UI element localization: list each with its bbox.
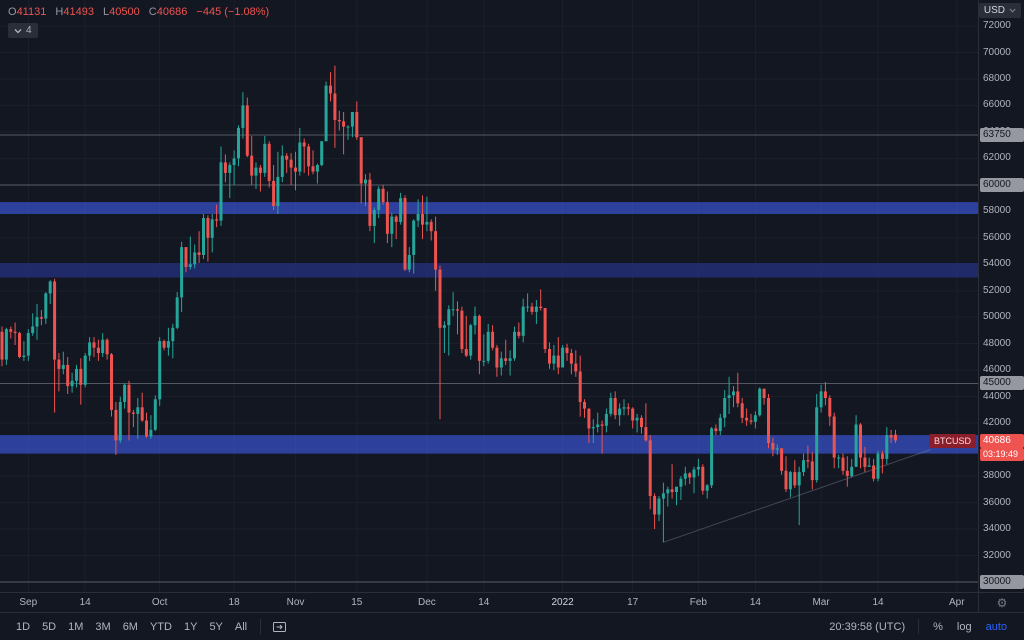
log-scale-button[interactable]: log xyxy=(956,620,972,633)
currency-label: USD xyxy=(983,5,1005,16)
time-axis-label: Nov xyxy=(286,597,305,608)
price-tick-label: 56000 xyxy=(983,231,1011,243)
time-axis-label: 14 xyxy=(478,597,490,608)
auto-scale-button[interactable]: auto xyxy=(985,620,1007,633)
price-tick-label: 42000 xyxy=(983,417,1011,429)
range-button-1y[interactable]: 1Y xyxy=(183,620,198,633)
open-value: 41131 xyxy=(16,6,47,18)
bottom-toolbar: 1D 5D 1M 3M 6M YTD 1Y 5Y All 20:39:58 (U… xyxy=(0,612,1024,640)
low-value: 40500 xyxy=(109,6,140,18)
time-axis-label: Dec xyxy=(417,597,436,608)
price-tick-label: 50000 xyxy=(983,311,1011,323)
high-label: H xyxy=(55,6,64,18)
go-to-date-icon xyxy=(273,621,287,632)
percent-scale-button[interactable]: % xyxy=(933,620,943,633)
chevron-down-icon xyxy=(1009,8,1016,13)
low-label: L xyxy=(103,6,110,18)
indicator-count: 4 xyxy=(26,25,32,36)
price-tick-label: 70000 xyxy=(983,46,1011,58)
time-axis-label: Feb xyxy=(689,597,707,608)
price-tick-label: 34000 xyxy=(983,523,1011,534)
range-button-5y[interactable]: 5Y xyxy=(209,620,223,633)
toolbar-divider xyxy=(918,619,920,634)
range-button-1d[interactable]: 1D xyxy=(16,620,31,633)
price-tick-label: 36000 xyxy=(983,496,1011,508)
legend-collapse-badge[interactable]: 4 xyxy=(8,23,38,38)
go-to-date-button[interactable] xyxy=(268,618,291,636)
price-tick-label: 66000 xyxy=(983,99,1011,111)
price-tick-label: 54000 xyxy=(983,258,1011,270)
time-axis-label: 2022 xyxy=(551,597,574,608)
price-line-label: 60000 xyxy=(980,177,1024,192)
currency-button[interactable]: USD xyxy=(978,3,1021,18)
time-axis-label: 18 xyxy=(228,597,240,608)
price-tick-label: 38000 xyxy=(983,470,1011,482)
candlestick-chart[interactable] xyxy=(0,0,978,592)
close-label: C xyxy=(148,6,157,18)
chevron-down-icon xyxy=(14,28,22,33)
change-value: −445 (−1.08%) xyxy=(196,6,270,18)
range-button-6m[interactable]: 6M xyxy=(122,620,138,633)
high-value: 41493 xyxy=(63,6,94,18)
close-value: 40686 xyxy=(156,6,188,18)
price-axis[interactable]: 7200070000680006600064000620006000058000… xyxy=(978,0,1024,592)
gear-icon[interactable]: ⚙ xyxy=(996,596,1008,610)
price-tick-label: 48000 xyxy=(983,337,1011,349)
symbol-price-label: BTCUSD xyxy=(928,433,976,448)
open-label: O xyxy=(8,6,17,18)
time-axis-label: Mar xyxy=(812,597,830,608)
toolbar-divider xyxy=(260,619,262,634)
price-tick-label: 52000 xyxy=(983,284,1011,296)
time-axis-label: Apr xyxy=(949,597,965,608)
time-axis-label: Sep xyxy=(19,597,38,608)
price-tick-label: 58000 xyxy=(983,205,1011,217)
price-line-label: 45000 xyxy=(980,376,1024,391)
price-line-label: 63750 xyxy=(980,128,1024,143)
range-button-ytd[interactable]: YTD xyxy=(149,620,172,633)
clock-utc[interactable]: 20:39:58 (UTC) xyxy=(829,620,906,633)
time-axis-label: 14 xyxy=(872,597,884,608)
range-button-3m[interactable]: 3M xyxy=(95,620,111,633)
price-tick-label: 62000 xyxy=(983,152,1011,164)
ohlc-legend: O41131 H41493 L40500 C40686 −445 (−1.08%… xyxy=(8,6,269,18)
time-axis-label: Oct xyxy=(151,597,168,608)
price-tick-label: 44000 xyxy=(983,390,1011,402)
price-tick-label: 72000 xyxy=(983,20,1011,31)
bar-countdown-label: 03:19:49 xyxy=(980,447,1024,461)
last-price-label: 40686 xyxy=(980,433,1024,448)
price-tick-label: 68000 xyxy=(983,73,1011,84)
axis-corner: ⚙ xyxy=(978,592,1024,613)
price-line-label: 30000 xyxy=(980,575,1024,589)
time-axis[interactable]: Sep 14 Oct 18 Nov 15 Dec 14 2022 17 Feb 14 Mar 14 Apr xyxy=(0,592,978,613)
time-axis-label: 14 xyxy=(749,597,761,608)
time-axis-label: 17 xyxy=(627,597,639,608)
range-button-all[interactable]: All xyxy=(234,620,248,633)
range-button-5d[interactable]: 5D xyxy=(42,620,57,633)
time-axis-label: 15 xyxy=(351,597,363,608)
price-tick-label: 32000 xyxy=(983,549,1011,561)
chart-area[interactable]: BTCUSD xyxy=(0,0,978,592)
range-button-1m[interactable]: 1M xyxy=(68,620,84,633)
time-axis-label: 14 xyxy=(79,597,91,608)
price-tick-label: 46000 xyxy=(983,364,1011,376)
